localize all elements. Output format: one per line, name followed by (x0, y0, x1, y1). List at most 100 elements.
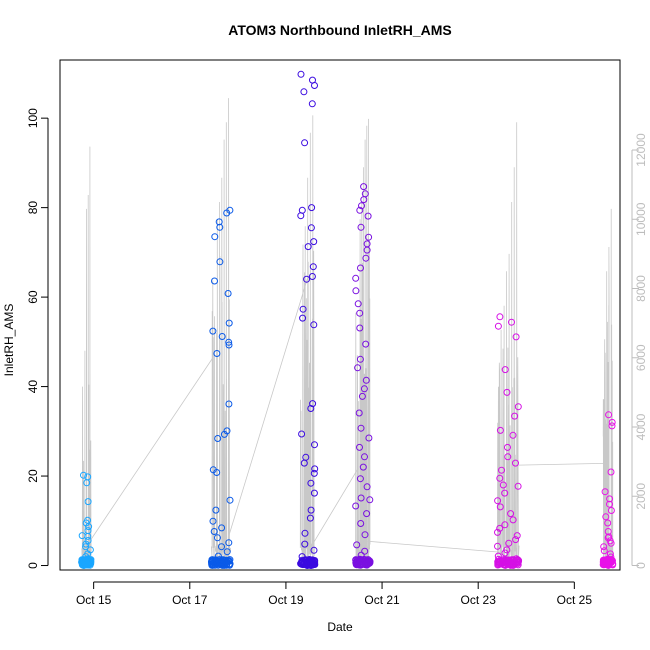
data-point (224, 290, 232, 297)
data-point (354, 364, 362, 372)
data-point (363, 556, 371, 564)
y-tick-label: 100 (26, 108, 40, 128)
data-point (366, 496, 374, 504)
data-point (309, 263, 317, 271)
secondary-line-connector (89, 357, 214, 542)
data-point (214, 534, 221, 542)
data-point (496, 474, 504, 482)
x-tick-label: Oct 15 (76, 593, 112, 607)
data-point (494, 322, 502, 330)
data-point (352, 274, 360, 282)
data-point (360, 183, 368, 191)
data-point (608, 418, 616, 426)
data-point (499, 481, 507, 489)
secondary-line-flight (299, 115, 316, 561)
data-point (514, 403, 522, 411)
data-point (217, 558, 225, 566)
secondary-line-connector (519, 462, 605, 466)
y-tick-label: 0 (26, 562, 40, 569)
x-axis-label: Date (327, 620, 353, 634)
data-point (363, 510, 371, 518)
data-point (507, 560, 515, 568)
data-point (301, 540, 309, 548)
data-point (501, 521, 509, 529)
data-point (356, 443, 363, 451)
data-point (599, 561, 607, 569)
data-point (308, 100, 316, 108)
data-point (210, 556, 218, 564)
data-point (602, 513, 610, 521)
data-point (600, 547, 608, 555)
data-point (501, 549, 509, 557)
data-point (218, 524, 226, 532)
data-point (217, 560, 225, 568)
data-point (504, 453, 512, 461)
data-point (361, 531, 369, 539)
data-point (213, 350, 221, 357)
data-point (362, 376, 370, 384)
data-point (503, 388, 511, 396)
data-point (84, 537, 92, 544)
data-point (355, 409, 363, 417)
data-point (301, 529, 309, 537)
y-tick-label: 40 (26, 380, 40, 394)
data-point (305, 560, 313, 568)
data-point (226, 496, 234, 504)
data-point (354, 300, 362, 308)
data-point (507, 510, 515, 518)
data-point (310, 238, 318, 246)
secondary-line-flight (602, 208, 614, 560)
data-point (300, 88, 308, 96)
data-point (352, 502, 360, 510)
chart-title: ATOM3 Northbound InletRH_AMS (228, 22, 451, 38)
y2-tick-label: 8000 (634, 275, 648, 302)
data-point (505, 560, 513, 568)
data-point (603, 557, 611, 565)
data-point (310, 489, 318, 497)
x-tick-label: Oct 23 (461, 593, 497, 607)
data-point (82, 519, 90, 527)
data-point (498, 560, 506, 568)
data-point (360, 196, 368, 204)
data-point (357, 223, 365, 231)
data-point (216, 258, 224, 266)
data-point (310, 546, 318, 554)
data-point (359, 463, 367, 471)
data-point (356, 475, 364, 483)
data-point (363, 560, 370, 568)
data-point (297, 212, 305, 220)
data-point (607, 539, 615, 547)
data-point (358, 202, 365, 210)
data-point (512, 536, 520, 544)
data-point (356, 206, 364, 214)
data-point (607, 507, 615, 514)
data-point (512, 333, 520, 341)
data-point (498, 466, 505, 474)
data-point (209, 517, 217, 525)
data-point (605, 411, 613, 419)
data-point (82, 543, 90, 551)
data-point (504, 443, 511, 451)
data-point (85, 523, 93, 531)
data-point (357, 264, 364, 272)
data-point (220, 430, 228, 438)
y2-tick-label: 4000 (634, 413, 648, 440)
data-point (509, 431, 517, 439)
data-point (505, 539, 513, 547)
data-point (224, 557, 232, 565)
data-point (299, 305, 307, 313)
data-point (608, 557, 616, 565)
data-point (361, 547, 369, 555)
y2-tick-label: 10000 (634, 202, 648, 236)
data-point (494, 497, 502, 505)
data-point (600, 543, 608, 551)
data-point (218, 543, 225, 551)
data-point (214, 435, 222, 442)
y2-tick-label: 6000 (634, 344, 648, 371)
data-point (307, 479, 315, 487)
points-layer (78, 70, 617, 569)
data-point (605, 533, 613, 541)
y-tick-label: 60 (26, 290, 40, 304)
data-point (210, 528, 218, 535)
x-tick-label: Oct 17 (172, 593, 208, 607)
